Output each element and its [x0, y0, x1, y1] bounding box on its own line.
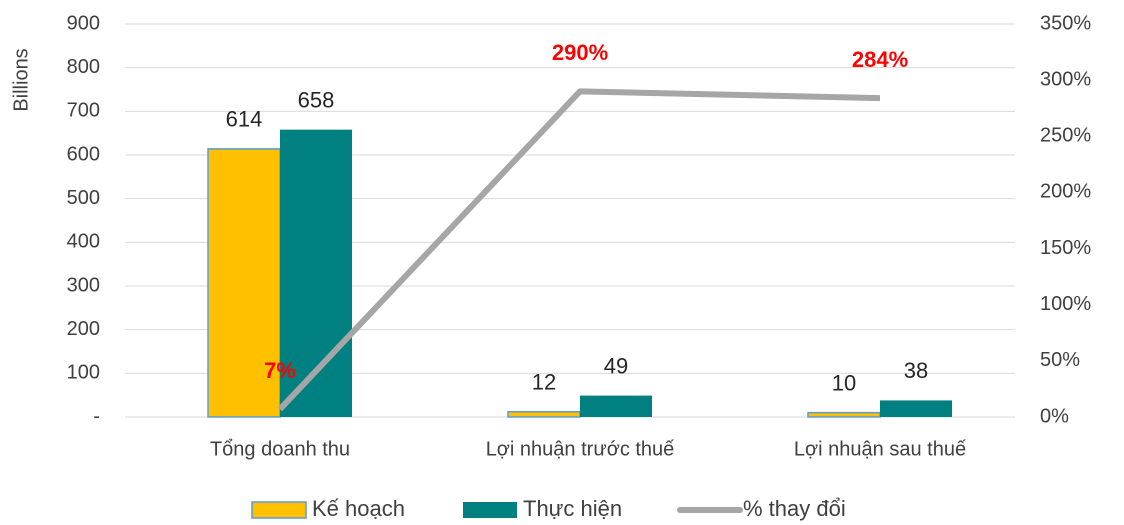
y2-tick-label: 350%	[1040, 12, 1091, 34]
y-tick-label: 500	[67, 187, 100, 209]
bar	[507, 411, 581, 418]
y2-tick-label: 250%	[1040, 125, 1091, 147]
y2-tick-label: 50%	[1040, 349, 1080, 371]
legend-swatch	[251, 501, 307, 519]
bar	[580, 395, 652, 417]
y2-tick-label: 200%	[1040, 181, 1091, 203]
line	[277, 88, 881, 412]
bar	[807, 411, 881, 418]
y-tick-label: 400	[67, 231, 100, 253]
line-label: 284%	[852, 47, 908, 72]
legend-label: Thực hiện	[523, 496, 622, 521]
y-axis-label: Billions	[10, 48, 32, 111]
y-tick-label: 900	[67, 12, 100, 34]
legend-label: % thay đổi	[743, 496, 846, 521]
y-tick-label: 200	[67, 318, 100, 340]
y-tick-label: 800	[67, 56, 100, 78]
y2-tick-label: 100%	[1040, 293, 1091, 315]
y-tick-label: 300	[67, 274, 100, 296]
y-tick-label: -	[93, 405, 100, 427]
y2-tick-label: 150%	[1040, 237, 1091, 259]
line-label: 7%	[264, 358, 296, 383]
y-tick-label: 600	[67, 143, 100, 165]
y2-tick-label: 0%	[1040, 405, 1069, 427]
x-tick-label: Lợi nhuận sau thuế	[794, 438, 966, 460]
data-label: 49	[604, 353, 628, 378]
x-tick-label: Lợi nhuận trước thuế	[486, 438, 675, 460]
y-tick-label: 700	[67, 100, 100, 122]
legend-label: Kế hoạch	[312, 496, 405, 521]
y-tick-label: 100	[67, 362, 100, 384]
bar	[880, 400, 952, 417]
data-label: 10	[832, 370, 856, 395]
line-label: 290%	[552, 40, 608, 65]
y2-tick-label: 300%	[1040, 68, 1091, 90]
legend-swatch	[463, 502, 517, 518]
data-label: 614	[226, 107, 263, 132]
x-tick-label: Tổng doanh thu	[210, 438, 350, 460]
data-label: 12	[532, 370, 556, 395]
data-label: 38	[904, 358, 928, 383]
data-label: 658	[298, 87, 335, 112]
